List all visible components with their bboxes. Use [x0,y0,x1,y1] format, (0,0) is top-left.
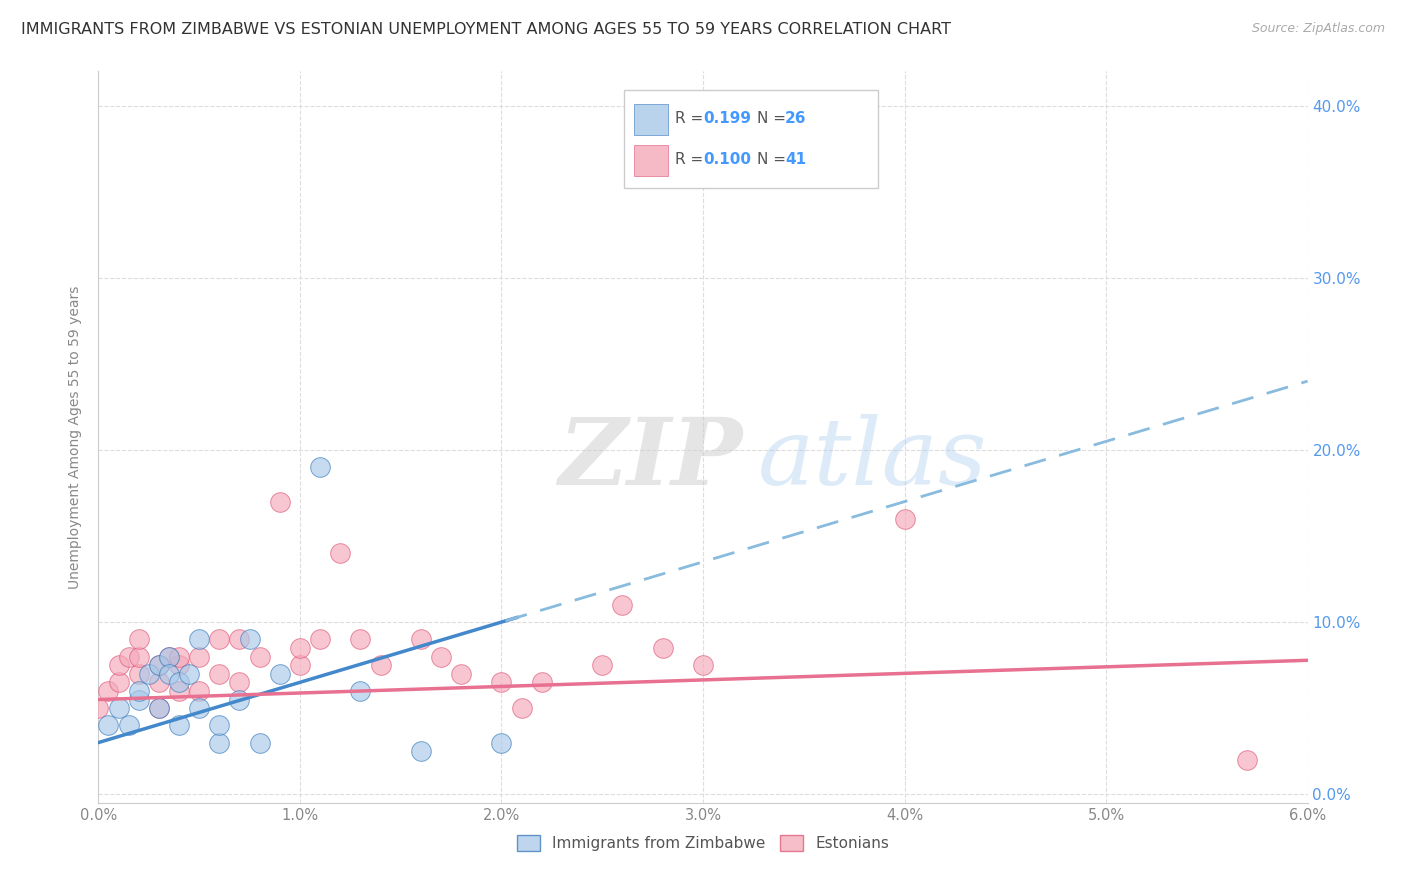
FancyBboxPatch shape [624,90,879,188]
Text: IMMIGRANTS FROM ZIMBABWE VS ESTONIAN UNEMPLOYMENT AMONG AGES 55 TO 59 YEARS CORR: IMMIGRANTS FROM ZIMBABWE VS ESTONIAN UNE… [21,22,950,37]
Point [188,649,211,664]
Point [288,658,311,673]
Point [269,666,291,681]
Point [118,718,141,732]
Point [167,684,190,698]
Point [228,692,250,706]
Point [651,640,673,655]
Point [118,649,141,664]
Point [128,666,150,681]
Y-axis label: Unemployment Among Ages 55 to 59 years: Unemployment Among Ages 55 to 59 years [69,285,83,589]
Point [107,701,129,715]
Point [793,133,815,147]
Point [208,718,231,732]
Point [138,666,160,681]
FancyBboxPatch shape [634,145,668,176]
Point [128,692,150,706]
Point [249,735,271,749]
Point [128,632,150,647]
Point [148,658,170,673]
Point [148,701,170,715]
Point [228,632,250,647]
Point [148,675,170,690]
Text: 41: 41 [785,153,807,168]
Point [148,701,170,715]
Point [128,649,150,664]
Point [450,666,472,681]
Text: Source: ZipAtlas.com: Source: ZipAtlas.com [1251,22,1385,36]
Point [157,649,180,664]
Point [128,684,150,698]
Point [510,701,533,715]
Point [228,675,250,690]
Point [208,666,231,681]
Point [491,735,513,749]
Point [309,632,332,647]
Point [208,735,231,749]
Point [188,684,211,698]
Point [208,632,231,647]
Point [409,632,432,647]
Point [893,512,915,526]
Point [269,494,291,508]
Point [349,632,371,647]
Point [97,718,120,732]
Text: R =: R = [675,153,709,168]
FancyBboxPatch shape [634,104,668,135]
Point [349,684,371,698]
Text: N =: N = [758,153,792,168]
Point [612,598,634,612]
Point [167,658,190,673]
Point [157,666,180,681]
Point [179,666,201,681]
Point [491,675,513,690]
Point [249,649,271,664]
Point [309,460,332,475]
Point [157,649,180,664]
Text: ZIP: ZIP [558,414,742,504]
Point [239,632,262,647]
Point [87,701,110,715]
Text: 0.199: 0.199 [703,112,751,127]
Text: N =: N = [758,112,792,127]
Point [329,546,352,560]
Point [370,658,392,673]
Legend: Immigrants from Zimbabwe, Estonians: Immigrants from Zimbabwe, Estonians [510,830,896,857]
Point [97,684,120,698]
Point [288,640,311,655]
Point [148,658,170,673]
Point [107,658,129,673]
Point [530,675,553,690]
Point [167,649,190,664]
Point [188,632,211,647]
Point [107,675,129,690]
Text: atlas: atlas [758,414,987,504]
Point [167,718,190,732]
Text: 0.100: 0.100 [703,153,751,168]
Point [430,649,453,664]
Point [692,658,714,673]
Text: 26: 26 [785,112,807,127]
Point [167,675,190,690]
Point [409,744,432,758]
Point [591,658,613,673]
Point [188,701,211,715]
Point [1236,753,1258,767]
Text: R =: R = [675,112,709,127]
